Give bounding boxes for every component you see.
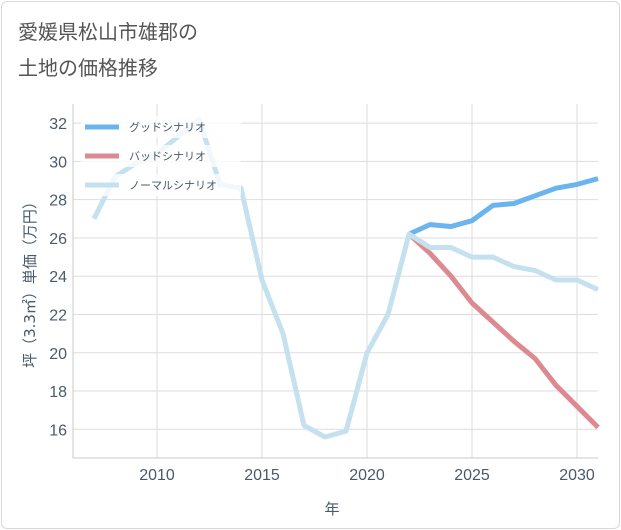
x-axis-title: 年 [324,500,339,518]
tick-labels: 2010 2015 2020 2025 2030 16 18 20 22 24 26 28 30 32 [49,116,595,484]
y-tick-label: 30 [49,154,67,171]
y-tick-label: 24 [49,269,67,286]
x-tick-label: 2025 [454,467,490,484]
chart-title: 愛媛県松山市雄郡の 土地の価格推移 [18,14,198,86]
series-line-bad [407,232,600,430]
legend-label-bad: バッドシナリオ [129,150,206,163]
legend-label-normal: ノーマルシナリオ [129,179,217,192]
y-tick-label: 32 [49,116,67,133]
y-tick-label: 26 [49,231,67,248]
y-tick-label: 22 [49,307,67,324]
axes [72,104,598,459]
y-tick-label: 28 [49,193,67,210]
legend-bg-good [81,116,241,138]
x-tick-label: 2010 [139,467,175,484]
legend-bg-bad [81,145,241,167]
y-axis-title: 坪（3.3㎡）単価（万円） [21,194,39,368]
x-tick-label: 2015 [244,467,280,484]
legend-label-good: グッドシナリオ [129,120,206,134]
y-tick-label: 18 [49,384,67,401]
series-line-good [407,176,599,237]
chart-title-line2: 土地の価格推移 [18,56,158,80]
legend-bg-normal [81,174,241,196]
y-tick-label: 20 [49,346,67,363]
x-tick-label: 2030 [559,467,595,484]
chart-title-line1: 愛媛県松山市雄郡の [18,20,198,44]
x-tick-label: 2020 [349,467,385,484]
y-tick-label: 16 [49,422,67,439]
